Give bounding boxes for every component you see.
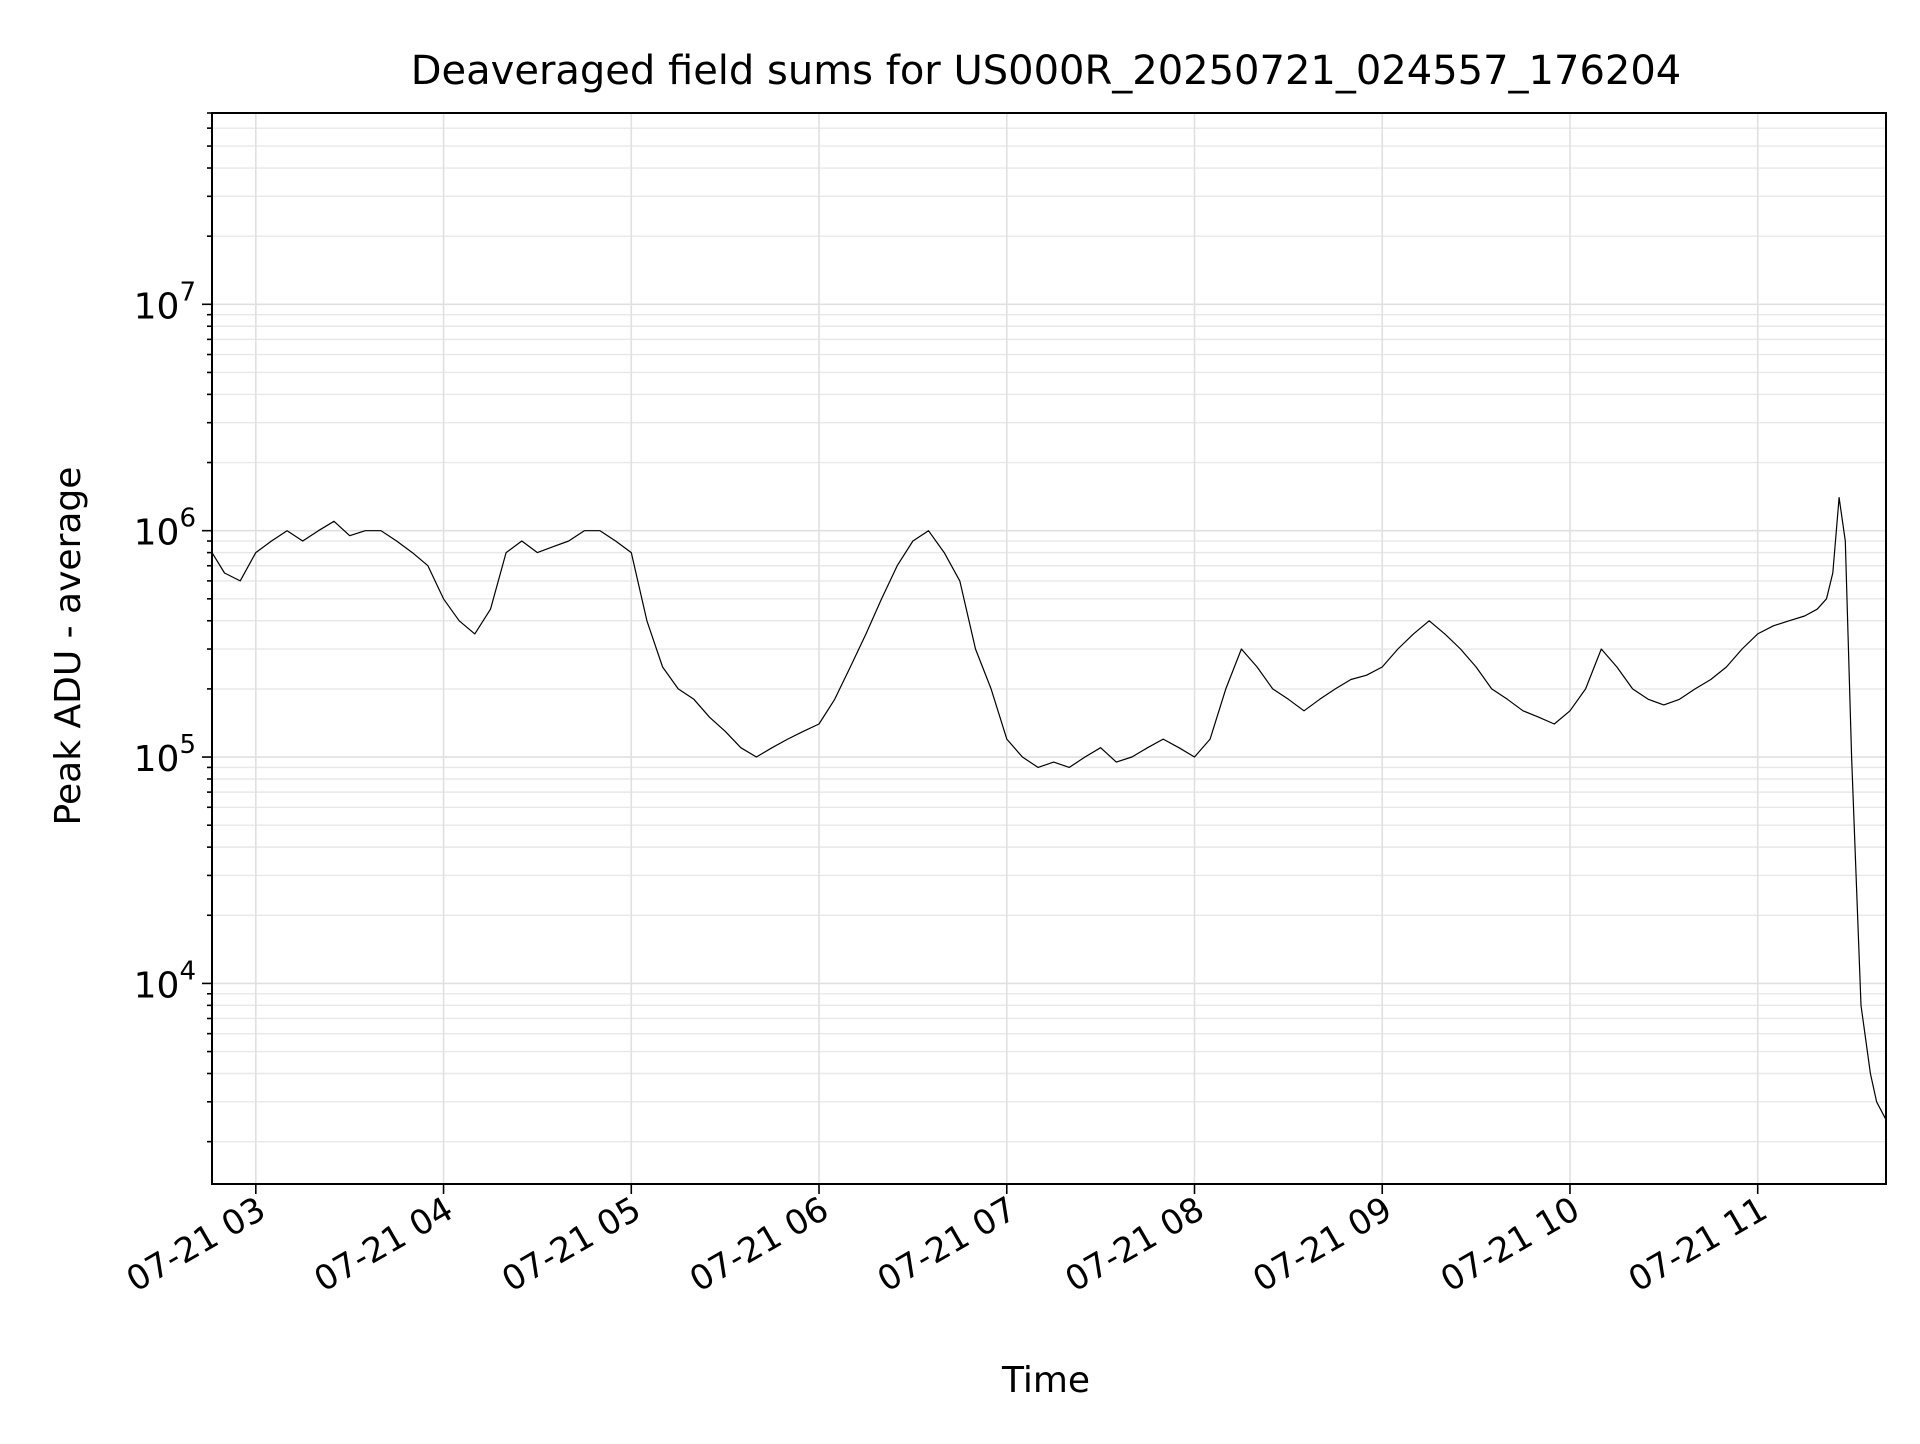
series-layer [211,497,1887,1120]
x-axis-label: Time [1001,1360,1090,1401]
series-line [211,497,1887,1120]
y-tick-label: 104 [134,956,196,1006]
y-axis-label: Peak ADU - average [48,467,89,826]
y-tick-label: 107 [134,277,196,327]
y-tick-label: 106 [134,504,196,554]
y-tick-label: 105 [134,730,196,780]
chart-title: Deaveraged field sums for US000R_2025072… [411,48,1682,94]
grid [212,112,1886,1184]
